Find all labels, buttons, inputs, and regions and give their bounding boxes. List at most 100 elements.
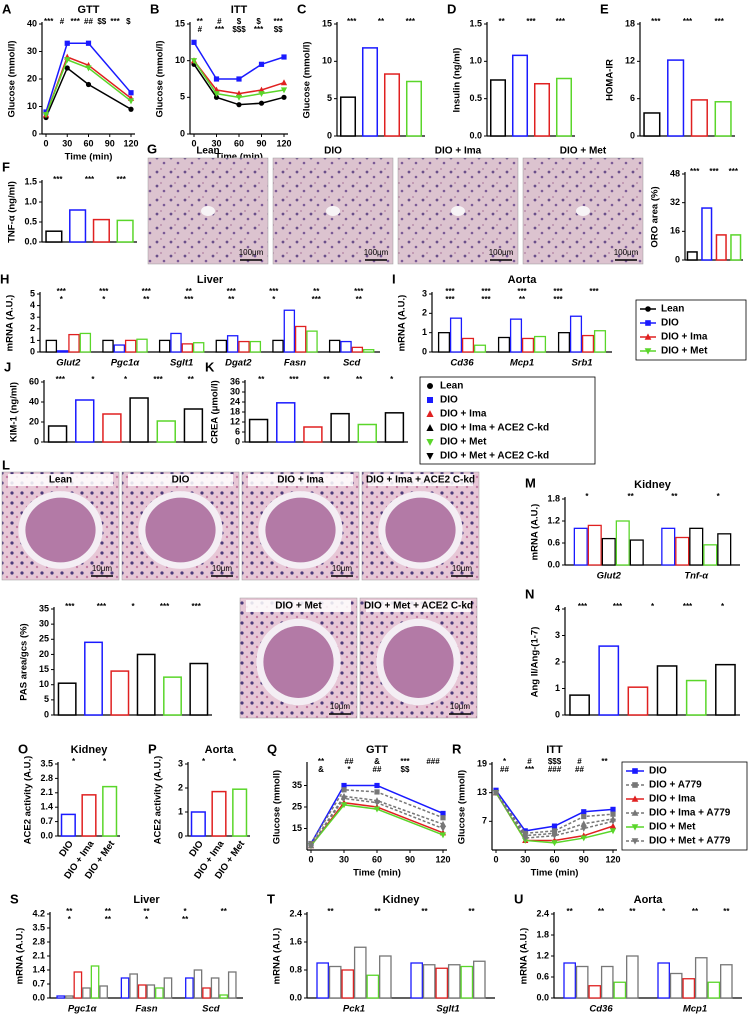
marker bbox=[580, 820, 587, 827]
y-tick-label: 30 bbox=[39, 619, 49, 629]
significance: ** bbox=[258, 375, 265, 384]
legend-label: DIO + Ima bbox=[440, 409, 487, 420]
y-tick-label: 18 bbox=[230, 406, 240, 416]
bar bbox=[613, 981, 627, 999]
bar bbox=[366, 974, 380, 999]
x-tick-label: 90 bbox=[579, 854, 589, 864]
marker bbox=[581, 809, 587, 815]
y-axis-label: mRNA (A.U.) bbox=[272, 928, 283, 985]
image-label: DIO + Ima bbox=[277, 475, 324, 486]
significance: * bbox=[651, 602, 655, 611]
bar bbox=[555, 77, 573, 137]
significance: *** bbox=[274, 17, 284, 26]
bar bbox=[707, 981, 721, 999]
significance: *** bbox=[57, 287, 67, 296]
marker bbox=[281, 54, 287, 60]
y-tick-label: 2.4 bbox=[289, 908, 302, 918]
y-tick-label: 35 bbox=[292, 780, 302, 790]
significance: * bbox=[347, 765, 351, 774]
marker bbox=[631, 838, 639, 845]
bar bbox=[226, 335, 239, 353]
chart-title: GTT bbox=[78, 4, 100, 16]
image-label: DIO bbox=[172, 475, 190, 486]
y-axis-label: mRNA (A.U.) bbox=[5, 295, 16, 352]
significance: *** bbox=[184, 295, 194, 304]
bar bbox=[701, 207, 713, 261]
y-tick-label: 20 bbox=[39, 649, 49, 659]
significance: *** bbox=[481, 287, 491, 296]
significance: *** bbox=[406, 17, 416, 26]
x-tick-label: Pgc1α bbox=[111, 358, 141, 369]
bar bbox=[587, 524, 602, 566]
bar bbox=[232, 788, 248, 837]
significance: ** bbox=[629, 907, 636, 916]
significance: # bbox=[198, 25, 203, 34]
bar bbox=[460, 965, 474, 999]
legend-label: Lean bbox=[440, 381, 463, 392]
marker bbox=[280, 79, 288, 86]
label-bg bbox=[246, 600, 351, 612]
y-tick-label: 4.2 bbox=[32, 908, 45, 918]
significance: # bbox=[527, 757, 532, 766]
marker bbox=[64, 57, 71, 64]
marker bbox=[551, 823, 558, 829]
y-axis-label: ORO area (%) bbox=[650, 186, 661, 247]
significance: *** bbox=[729, 167, 739, 176]
marker bbox=[85, 81, 92, 88]
marker bbox=[128, 106, 134, 112]
legend-label: DIO + Ima bbox=[661, 332, 708, 343]
significance: ** bbox=[374, 907, 381, 916]
bar bbox=[573, 527, 588, 566]
bar bbox=[435, 967, 449, 999]
bar bbox=[575, 965, 589, 999]
bar bbox=[473, 344, 487, 353]
bar bbox=[136, 653, 156, 716]
scale-label: 10μm bbox=[92, 564, 113, 573]
marker bbox=[427, 383, 433, 389]
significance: *** bbox=[613, 602, 623, 611]
bar bbox=[569, 315, 583, 353]
marker bbox=[440, 815, 446, 821]
marker bbox=[85, 65, 92, 72]
y-tick-label: 12 bbox=[230, 416, 240, 426]
significance: *** bbox=[71, 17, 81, 26]
bar bbox=[45, 339, 58, 353]
x-tick-label: Cd36 bbox=[589, 1004, 613, 1015]
marker bbox=[632, 782, 638, 788]
y-tick-label: 0.0 bbox=[547, 559, 560, 569]
significance: $$ bbox=[97, 17, 106, 26]
bar bbox=[715, 663, 736, 716]
x-tick-label: 120 bbox=[123, 138, 138, 148]
significance: ### bbox=[426, 757, 440, 766]
y-tick-label: 0 bbox=[32, 128, 37, 138]
bar bbox=[120, 977, 130, 999]
scale-label: 10μm bbox=[212, 564, 233, 573]
x-tick-label: Mcp1 bbox=[683, 1004, 707, 1015]
x-tick-label: Fasn bbox=[135, 1004, 157, 1015]
significance: # bbox=[60, 17, 65, 26]
glomerulus bbox=[385, 497, 456, 563]
significance: *** bbox=[690, 167, 700, 176]
significance: *** bbox=[526, 17, 536, 26]
marker bbox=[85, 40, 92, 46]
bar bbox=[316, 962, 329, 999]
marker bbox=[236, 102, 242, 108]
bar bbox=[714, 101, 732, 137]
significance: ## bbox=[84, 17, 93, 26]
significance: ** bbox=[327, 907, 334, 916]
y-tick-label: 4 bbox=[555, 603, 560, 613]
y-tick-label: 0 bbox=[630, 130, 635, 140]
y-tick-label: 2 bbox=[30, 323, 35, 333]
significance: ** bbox=[598, 907, 605, 916]
bar bbox=[283, 309, 296, 353]
y-axis-label: Glucose (mmoll) bbox=[272, 770, 283, 844]
significance: ** bbox=[221, 907, 228, 916]
legend-label: DIO + Ima + ACE2 C-kd bbox=[440, 423, 549, 434]
bar bbox=[689, 527, 704, 566]
significance: *** bbox=[160, 602, 170, 611]
x-tick-label: Fasn bbox=[284, 358, 306, 369]
x-tick-label: 90 bbox=[105, 138, 115, 148]
image-label: DIO bbox=[324, 146, 342, 157]
